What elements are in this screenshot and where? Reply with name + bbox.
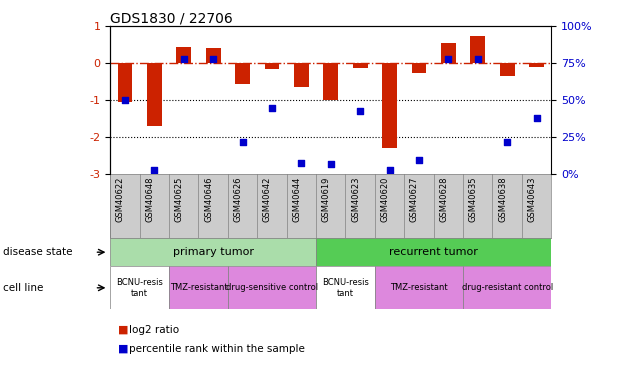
Text: GSM40623: GSM40623 <box>351 176 360 222</box>
Point <box>238 139 248 145</box>
Text: primary tumor: primary tumor <box>173 247 254 257</box>
Point <box>414 157 424 163</box>
Bar <box>463 266 551 309</box>
Point <box>120 98 130 104</box>
Text: GDS1830 / 22706: GDS1830 / 22706 <box>110 11 233 25</box>
Point <box>472 56 483 62</box>
Text: ■: ■ <box>118 344 129 354</box>
Text: GSM40646: GSM40646 <box>204 176 213 222</box>
Text: ■: ■ <box>118 325 129 335</box>
Point <box>208 56 218 62</box>
Text: disease state: disease state <box>3 247 72 257</box>
Point <box>267 105 277 111</box>
Point <box>149 167 159 173</box>
Bar <box>529 63 544 67</box>
Bar <box>375 266 463 309</box>
Bar <box>206 48 220 63</box>
Bar <box>235 63 250 84</box>
Bar <box>382 63 397 148</box>
Text: BCNU-resis
tant: BCNU-resis tant <box>322 278 369 297</box>
Bar <box>176 46 191 63</box>
Point <box>444 56 454 62</box>
Bar <box>294 63 309 87</box>
Bar <box>441 43 455 63</box>
Text: GSM40635: GSM40635 <box>469 176 478 222</box>
Text: GSM40619: GSM40619 <box>322 176 331 222</box>
Point <box>326 161 336 167</box>
Text: GSM40622: GSM40622 <box>116 176 125 222</box>
Bar <box>316 266 375 309</box>
Text: TMZ-resistant: TMZ-resistant <box>169 284 227 292</box>
Text: GSM40626: GSM40626 <box>234 176 243 222</box>
Point <box>355 108 365 114</box>
Bar <box>353 63 367 68</box>
Bar <box>147 63 162 126</box>
Point <box>179 56 189 62</box>
Text: cell line: cell line <box>3 283 43 293</box>
Bar <box>323 63 338 100</box>
Text: GSM40642: GSM40642 <box>263 176 272 222</box>
Text: GSM40644: GSM40644 <box>292 176 301 222</box>
Text: GSM40625: GSM40625 <box>175 176 184 222</box>
Bar <box>411 63 427 72</box>
Text: GSM40620: GSM40620 <box>381 176 389 222</box>
Bar <box>471 36 485 63</box>
Bar <box>110 238 316 266</box>
Text: percentile rank within the sample: percentile rank within the sample <box>129 344 305 354</box>
Point <box>296 159 306 165</box>
Text: TMZ-resistant: TMZ-resistant <box>390 284 448 292</box>
Point <box>384 167 394 173</box>
Text: drug-sensitive control: drug-sensitive control <box>226 284 318 292</box>
Bar <box>500 63 515 76</box>
Text: GSM40638: GSM40638 <box>498 176 507 222</box>
Text: GSM40627: GSM40627 <box>410 176 419 222</box>
Text: log2 ratio: log2 ratio <box>129 325 180 335</box>
Text: drug-resistant control: drug-resistant control <box>462 284 553 292</box>
Bar <box>265 63 279 69</box>
Text: recurrent tumor: recurrent tumor <box>389 247 478 257</box>
Text: BCNU-resis
tant: BCNU-resis tant <box>116 278 163 297</box>
Bar <box>228 266 316 309</box>
Bar <box>110 266 169 309</box>
Bar <box>169 266 228 309</box>
Text: GSM40648: GSM40648 <box>146 176 154 222</box>
Text: GSM40643: GSM40643 <box>527 176 537 222</box>
Point <box>502 139 512 145</box>
Point <box>532 115 542 121</box>
Text: GSM40628: GSM40628 <box>439 176 449 222</box>
Bar <box>118 63 132 102</box>
Bar <box>316 238 551 266</box>
